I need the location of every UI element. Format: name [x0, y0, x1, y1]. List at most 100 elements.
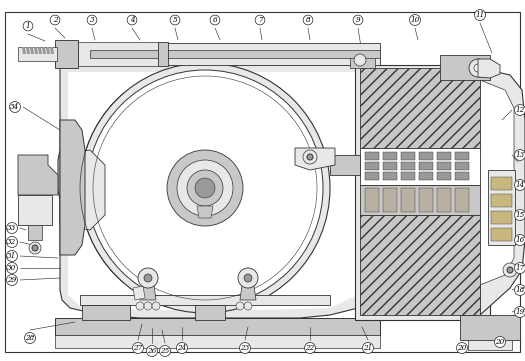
- Polygon shape: [330, 155, 360, 175]
- Polygon shape: [5, 12, 520, 352]
- Circle shape: [244, 274, 252, 282]
- Circle shape: [307, 154, 313, 160]
- Polygon shape: [365, 188, 379, 212]
- Polygon shape: [82, 305, 130, 320]
- Text: 10: 10: [411, 16, 419, 24]
- Polygon shape: [34, 47, 38, 54]
- Polygon shape: [78, 42, 160, 66]
- Text: 33: 33: [7, 224, 17, 232]
- Text: 21: 21: [363, 344, 373, 352]
- Circle shape: [244, 302, 252, 310]
- Text: 23: 23: [240, 344, 249, 352]
- Polygon shape: [491, 228, 512, 241]
- Text: 11: 11: [475, 11, 485, 19]
- Text: 1: 1: [26, 22, 30, 30]
- Text: 25: 25: [160, 347, 170, 355]
- Text: 13: 13: [516, 151, 524, 159]
- Text: 31: 31: [7, 252, 17, 260]
- Circle shape: [29, 242, 41, 254]
- Text: 2: 2: [52, 16, 57, 24]
- Polygon shape: [491, 211, 512, 224]
- Polygon shape: [480, 80, 514, 285]
- Circle shape: [32, 245, 38, 251]
- Polygon shape: [18, 47, 57, 61]
- Polygon shape: [90, 50, 380, 58]
- Polygon shape: [401, 162, 415, 170]
- Text: 6: 6: [213, 16, 217, 24]
- Circle shape: [236, 302, 244, 310]
- Circle shape: [136, 302, 144, 310]
- Circle shape: [87, 70, 323, 306]
- Text: 19: 19: [516, 308, 524, 316]
- Polygon shape: [360, 148, 480, 185]
- Polygon shape: [18, 195, 52, 225]
- Polygon shape: [365, 152, 379, 160]
- Polygon shape: [140, 278, 156, 300]
- Polygon shape: [158, 42, 168, 66]
- Text: 28: 28: [25, 334, 35, 342]
- Circle shape: [167, 150, 243, 226]
- Polygon shape: [30, 47, 34, 54]
- Polygon shape: [55, 43, 380, 65]
- Polygon shape: [460, 315, 520, 340]
- Circle shape: [177, 160, 233, 216]
- Polygon shape: [437, 152, 451, 160]
- Polygon shape: [55, 40, 78, 68]
- Polygon shape: [383, 162, 397, 170]
- Polygon shape: [55, 335, 380, 348]
- Text: 5: 5: [173, 16, 177, 24]
- Polygon shape: [383, 188, 397, 212]
- Polygon shape: [197, 206, 213, 218]
- Polygon shape: [419, 188, 433, 212]
- Text: 9: 9: [356, 16, 360, 24]
- Polygon shape: [80, 295, 330, 305]
- Circle shape: [187, 170, 223, 206]
- Text: 24: 24: [177, 344, 186, 352]
- Polygon shape: [455, 162, 469, 170]
- Polygon shape: [437, 162, 451, 170]
- Polygon shape: [360, 185, 480, 215]
- Circle shape: [507, 267, 513, 273]
- Polygon shape: [195, 305, 225, 320]
- Circle shape: [152, 302, 160, 310]
- Text: 12: 12: [516, 106, 524, 114]
- Text: 7: 7: [258, 16, 262, 24]
- Polygon shape: [46, 47, 50, 54]
- Text: 30: 30: [7, 264, 17, 272]
- Circle shape: [138, 268, 158, 288]
- Polygon shape: [360, 68, 480, 148]
- Polygon shape: [365, 162, 379, 170]
- Polygon shape: [240, 278, 256, 300]
- Polygon shape: [60, 120, 85, 255]
- Text: 3: 3: [90, 16, 94, 24]
- Polygon shape: [401, 152, 415, 160]
- Text: 20: 20: [496, 338, 505, 346]
- Polygon shape: [419, 152, 433, 160]
- Polygon shape: [491, 177, 512, 190]
- Text: 18: 18: [516, 286, 524, 294]
- Text: 29: 29: [7, 276, 17, 284]
- Circle shape: [238, 268, 258, 288]
- Circle shape: [469, 59, 487, 77]
- Circle shape: [144, 302, 152, 310]
- Circle shape: [80, 63, 330, 313]
- Polygon shape: [383, 172, 397, 180]
- Polygon shape: [440, 55, 490, 80]
- Text: 27: 27: [133, 344, 143, 352]
- Polygon shape: [365, 172, 379, 180]
- Polygon shape: [22, 47, 26, 54]
- Circle shape: [354, 54, 366, 66]
- Text: 8: 8: [306, 16, 310, 24]
- Polygon shape: [455, 172, 469, 180]
- Polygon shape: [350, 55, 375, 68]
- Polygon shape: [468, 340, 512, 350]
- Polygon shape: [437, 172, 451, 180]
- Polygon shape: [401, 172, 415, 180]
- Polygon shape: [401, 188, 415, 212]
- Polygon shape: [133, 286, 145, 300]
- Polygon shape: [360, 215, 480, 315]
- Text: 20: 20: [457, 344, 467, 352]
- Polygon shape: [355, 65, 490, 320]
- Text: 17: 17: [516, 264, 524, 272]
- Polygon shape: [455, 188, 469, 212]
